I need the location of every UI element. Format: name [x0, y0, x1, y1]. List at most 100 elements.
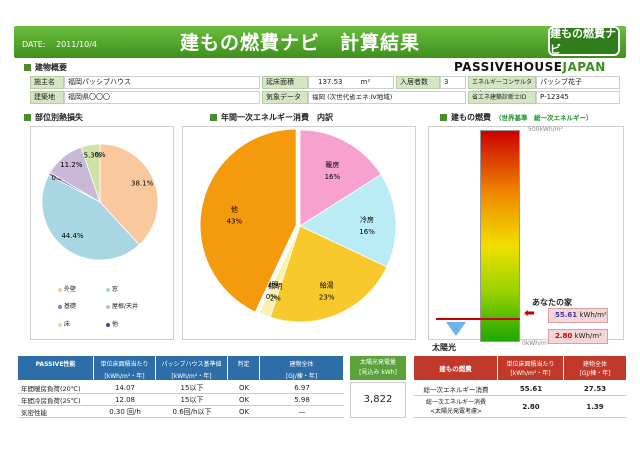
pie-category-label: 給湯 [320, 281, 334, 290]
table-cell: 55.61 [498, 382, 564, 396]
fuel-table-header-text: 単位床面積当たり [506, 361, 555, 368]
legend-item-floor: 床 [58, 319, 70, 328]
pie-value-label: 照明 2% [268, 282, 282, 302]
date-label: DATE: [22, 40, 46, 49]
pie-value-label: 44.4% [61, 232, 84, 240]
section-marker-icon [24, 64, 31, 71]
table-row: 気密性能 0.30 回/h 0.6回/h以下 OK — [18, 406, 344, 418]
fuel-table-subheader-text: [GJ/棟・年] [579, 370, 611, 377]
legend-item-roof: 屋根/天井 [106, 301, 138, 310]
gauge-unit-2: kWh/m² [574, 332, 602, 340]
brand-wordmark: PASSIVEHOUSEJAPAN [454, 60, 606, 74]
table-cell: 年間冷房負荷(25℃) [18, 394, 94, 406]
passive-table-subheader-cell [228, 370, 260, 380]
table-cell: 総一次エネルギー消費 [414, 382, 498, 396]
legend-label: 窓 [112, 286, 119, 293]
gauge-value-box-1: 55.61 kWh/m² [548, 308, 608, 323]
fuel-gauge-bar [480, 130, 520, 342]
energy-heading-text: 年間一次エネルギー消費 内訳 [221, 113, 333, 122]
gauge-scale-top: 500kWh/m² [528, 126, 563, 133]
legend-swatch [58, 304, 62, 309]
section-marker-icon [440, 114, 447, 121]
legend-label: 他 [112, 321, 119, 328]
table-cell: 14.07 [94, 382, 156, 394]
residents-label: 入居者数 [396, 76, 440, 89]
legend-swatch [106, 287, 110, 292]
pie-slice [299, 129, 382, 227]
passive-table-header-cell: 単位床面積当たり [94, 356, 156, 370]
passive-table-subheader-cell: [kWh/m²・年] [156, 370, 228, 380]
fuel-table-header-cell: 単位床面積当たり [kWh/m²・年] [498, 356, 564, 380]
pie-slice [299, 174, 397, 268]
passive-table-subheader-cell [18, 370, 94, 380]
table-cell: 年間暖房負荷(20℃) [18, 382, 94, 394]
floor-area-field: 137.53 m² [308, 76, 394, 89]
passive-table-header-cell: 建物全体 [260, 356, 344, 370]
legend-item-window: 窓 [106, 284, 118, 293]
pie-percent-label: 2% [270, 294, 281, 302]
fuel-table-header-text: 建物全体 [582, 361, 607, 368]
pie-category-label: 暖房 [325, 160, 339, 169]
legend-swatch [106, 322, 110, 327]
fuel-table-subheader-text: [kWh/m²・年] [510, 370, 551, 377]
overview-heading: 建物概要 [24, 62, 67, 73]
fuel-heading: 建もの燃費 （世界基準 総一次エネルギー） [440, 112, 593, 123]
legend-label: 屋根/天井 [112, 303, 139, 310]
passive-table-subheader-cell: [kWh/m²・年] [94, 370, 156, 380]
passive-table-header-cell: パッシブハウス基準値 [156, 356, 228, 370]
fuel-table-header-cell: 建もの燃費 [414, 356, 498, 380]
fuel-table-header: 建もの燃費 単位床面積当たり [kWh/m²・年] 建物全体 [GJ/棟・年] [414, 356, 626, 380]
legend-label: 床 [64, 321, 71, 328]
gauge-value-box-2: 2.80 kWh/m² [548, 329, 608, 344]
table-cell: 総一次エネルギー消費 <太陽光発電考慮> [414, 396, 498, 418]
table-cell: 0.6回/h以下 [156, 406, 228, 418]
solar-label: 太陽光 [432, 343, 456, 352]
table-row: 年間暖房負荷(20℃) 14.07 15以下 OK 6.97 [18, 382, 344, 394]
section-marker-icon [210, 114, 217, 121]
heat-loss-heading: 部位別熱損失 [24, 112, 83, 123]
table-cell: 5.98 [260, 394, 344, 406]
solar-box-title: 太陽光発電量 [359, 359, 396, 366]
consultant-value: パッシブ花子 [536, 76, 620, 89]
pie-category-label: 他 [231, 204, 238, 213]
fuel-subheading: （世界基準 総一次エネルギー） [495, 114, 593, 122]
solar-arrow-icon [446, 322, 466, 336]
fuel-table-header-cell: 建物全体 [GJ/棟・年] [564, 356, 626, 380]
table-cell: 15以下 [156, 382, 228, 394]
cert-value: P-12345 [536, 91, 620, 104]
gauge-value-2: 2.80 [555, 332, 573, 340]
brand-part2: JAPAN [562, 60, 606, 74]
energy-heading: 年間一次エネルギー消費 内訳 [210, 112, 333, 123]
header-bar [14, 26, 626, 58]
legend-item-wall: 外壁 [58, 284, 76, 293]
section-marker-icon [24, 114, 31, 121]
pie-value-label: 0% [94, 151, 105, 159]
pie-value-label: 冷房 16% [359, 215, 375, 236]
table-cell: 27.53 [564, 382, 626, 396]
owner-label: 施主名 [30, 76, 64, 89]
legend-item-other: 他 [106, 319, 118, 328]
solar-box-header: 太陽光発電量 [見込み kWh] [350, 356, 406, 380]
pie-value-label: 調理 0% [264, 280, 278, 301]
pie-slice [269, 225, 388, 323]
energy-pie-chart: 暖房 16% 冷房 16% 給湯 23% 照明 2% 調理 0% 他 43% [199, 128, 397, 323]
passive-table-header: PASSIVE性能 単位床面積当たり パッシブハウス基準値 判定 建物全体 [18, 356, 344, 370]
gauge-marker-line [436, 318, 520, 321]
arrow-left-icon: ⬅ [524, 306, 535, 321]
pie-percent-label: 43% [227, 217, 243, 225]
pie-category-label: 照明 [268, 282, 282, 290]
floor-area-value: 137.53 [318, 78, 343, 86]
pie-value-label: 他 43% [227, 204, 243, 225]
fuel-panel [428, 126, 624, 340]
app-logo: 建もの燃費ナビ [548, 26, 620, 56]
date-value: 2011/10/4 [56, 40, 98, 49]
legend-swatch [58, 322, 62, 327]
gauge-scale-bottom: 0kWh/m² [522, 340, 550, 347]
heat-loss-heading-text: 部位別熱損失 [35, 113, 83, 122]
pie-slice [41, 174, 140, 261]
solar-box-value: 3,822 [350, 382, 406, 418]
pie-value-label: 暖房 16% [325, 160, 341, 181]
legend-label: 外壁 [64, 286, 77, 293]
legend-swatch [58, 287, 62, 292]
pie-slice [199, 128, 297, 313]
